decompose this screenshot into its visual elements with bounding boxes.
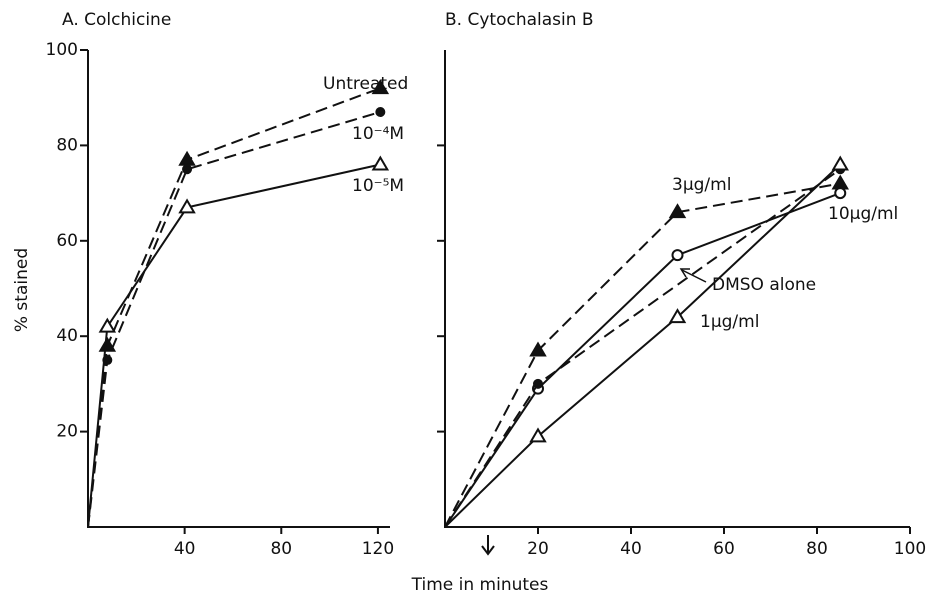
x-tick-label: 60 <box>713 539 735 559</box>
series-line <box>444 182 841 528</box>
y-tick-label: 20 <box>56 422 78 442</box>
marker <box>831 174 849 190</box>
marker <box>178 198 196 214</box>
marker <box>831 155 849 171</box>
marker <box>98 336 117 352</box>
series-line <box>444 192 841 528</box>
x-tick-label: 80 <box>270 539 292 559</box>
marker <box>182 164 193 175</box>
series-line <box>444 163 841 528</box>
x-tick-label: 40 <box>174 539 196 559</box>
x-tick-label: 120 <box>362 539 394 559</box>
y-tick-label: 100 <box>46 40 78 60</box>
marker <box>98 317 117 333</box>
series-label: Untreated <box>323 74 408 94</box>
axis-line <box>444 50 910 528</box>
marker <box>668 308 687 324</box>
panel-title: B. Cytochalasin B <box>445 10 594 30</box>
series-label: 1µg/ml <box>700 312 759 332</box>
series-label: 10⁻⁴M <box>352 124 404 144</box>
time-arrow-head <box>481 545 495 556</box>
pointer-arrow-head <box>679 268 690 278</box>
marker <box>371 79 390 95</box>
series-label: DMSO alone <box>712 275 816 295</box>
panel-title: A. Colchicine <box>62 10 171 30</box>
x-axis-label: Time in minutes <box>411 575 549 595</box>
y-tick-label: 80 <box>56 135 78 155</box>
marker <box>533 378 543 389</box>
x-tick-label: 100 <box>894 539 926 559</box>
x-tick-label: 80 <box>806 539 828 559</box>
y-tick-label: 60 <box>56 231 78 251</box>
x-tick-label: 20 <box>527 539 549 559</box>
marker <box>834 187 847 200</box>
series-line <box>87 163 381 528</box>
pointer-arrow <box>681 269 707 283</box>
marker <box>529 427 547 443</box>
series-line <box>87 111 381 528</box>
y-axis-label: % stained <box>12 248 32 332</box>
series-label: 3µg/ml <box>672 175 731 195</box>
series-label: 10µg/ml <box>828 204 898 224</box>
y-tick-label: 40 <box>56 326 78 346</box>
series-label: 10⁻⁵M <box>352 176 404 196</box>
marker <box>371 155 390 171</box>
marker <box>668 203 687 219</box>
marker <box>375 107 386 118</box>
series-line <box>87 87 381 528</box>
marker <box>529 341 547 357</box>
marker <box>671 249 684 262</box>
x-tick-label: 40 <box>620 539 642 559</box>
